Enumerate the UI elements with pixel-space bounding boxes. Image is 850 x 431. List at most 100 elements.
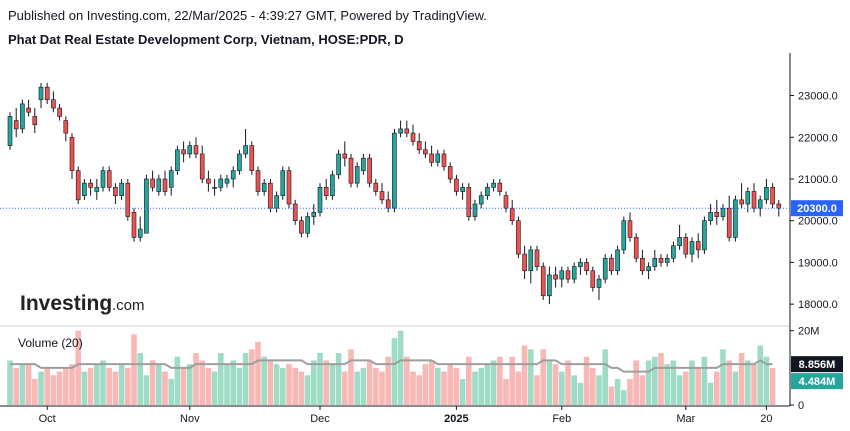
volume-bar: [19, 364, 26, 405]
volume-bar: [87, 367, 94, 405]
candle: [640, 249, 645, 275]
candle: [509, 199, 515, 225]
time-tick-label: 2025: [444, 413, 468, 425]
volume-bar: [726, 360, 732, 405]
candle: [323, 178, 329, 200]
candle-body: [100, 170, 106, 188]
volume-bar: [193, 353, 199, 405]
volume-bar: [224, 364, 230, 405]
candle: [280, 166, 286, 200]
candle-body: [82, 182, 87, 196]
candle-body: [404, 128, 410, 134]
candle: [57, 103, 62, 121]
candle-body: [317, 187, 323, 213]
candle-body: [218, 178, 224, 188]
candle: [361, 153, 366, 175]
candle: [311, 204, 317, 225]
volume-bar: [44, 367, 50, 405]
candle-body: [410, 132, 416, 142]
candle: [44, 83, 50, 104]
volume-bar: [373, 367, 379, 405]
volume-bar: [652, 356, 658, 405]
candle-body: [212, 187, 217, 189]
volume-bar: [38, 371, 44, 405]
candle: [144, 174, 149, 234]
candle: [82, 178, 87, 200]
candle-body: [361, 157, 366, 171]
candle: [578, 258, 583, 275]
published-info: Published on Investing.com, 22/Mar/2025 …: [8, 8, 487, 23]
candle-body: [379, 191, 385, 201]
candle: [51, 91, 56, 113]
candle-body: [621, 220, 627, 251]
candle-body: [764, 187, 769, 201]
candle-body: [540, 266, 546, 297]
candle: [447, 162, 453, 184]
candle: [299, 216, 304, 238]
candle: [212, 178, 217, 196]
volume-ma-line: [10, 359, 773, 373]
candle: [683, 233, 689, 259]
volume-bar: [490, 360, 497, 405]
volume-bar: [633, 360, 639, 405]
volume-bar: [565, 360, 571, 405]
candle-body: [664, 257, 670, 263]
volume-bar: [211, 371, 218, 405]
candle: [708, 204, 713, 225]
price-tick-label: 18000.0: [798, 299, 838, 311]
volume-bar: [366, 360, 373, 405]
volume-label: Volume (20): [18, 336, 83, 350]
candle-body: [187, 145, 193, 155]
candle: [255, 166, 261, 196]
candle: [354, 162, 360, 188]
volume-bar: [497, 356, 503, 405]
candle: [733, 195, 738, 242]
volume-bar: [75, 330, 81, 405]
volume-bar: [63, 367, 69, 405]
volume-bar: [323, 360, 329, 405]
volume-bar: [199, 360, 205, 405]
candle: [540, 262, 546, 300]
volume-bar: [503, 379, 509, 405]
candle-body: [392, 132, 397, 209]
volume-bar: [515, 371, 522, 405]
candle-body: [757, 199, 763, 209]
volume-bar: [676, 375, 683, 405]
candle-body: [299, 220, 304, 234]
volume-bar: [379, 371, 385, 405]
volume-bar: [69, 364, 75, 405]
candle-body: [695, 241, 701, 251]
logo-word: Investing: [20, 292, 112, 315]
volume-bar: [100, 360, 106, 405]
volume-bar: [540, 349, 546, 405]
volume-bar: [571, 375, 577, 405]
candle-body: [522, 253, 527, 272]
candle-body: [615, 249, 620, 272]
volume-bar: [391, 338, 398, 405]
candle-body: [69, 136, 75, 171]
volume-bar: [422, 364, 429, 405]
volume-bar: [521, 345, 528, 405]
volume-bar: [534, 375, 540, 405]
candle: [187, 141, 193, 159]
candle: [199, 145, 205, 184]
volume-bar: [397, 330, 404, 405]
candle-body: [559, 270, 565, 280]
volume-tick-label: 20M: [798, 326, 819, 338]
time-tick-label: Oct: [39, 413, 56, 425]
candle: [596, 274, 602, 300]
candle-body: [516, 220, 521, 255]
volume-current-badge: [791, 373, 843, 390]
candle-body: [51, 99, 56, 109]
candle: [13, 108, 19, 138]
candle-body: [503, 195, 509, 209]
candle-body: [745, 191, 751, 205]
candle: [193, 137, 199, 159]
volume-bar: [670, 360, 677, 405]
candle-body: [658, 257, 664, 263]
candle: [602, 254, 608, 284]
candle-body: [175, 149, 180, 171]
volume-bar: [304, 375, 311, 405]
time-tick-label: Nov: [180, 413, 200, 425]
